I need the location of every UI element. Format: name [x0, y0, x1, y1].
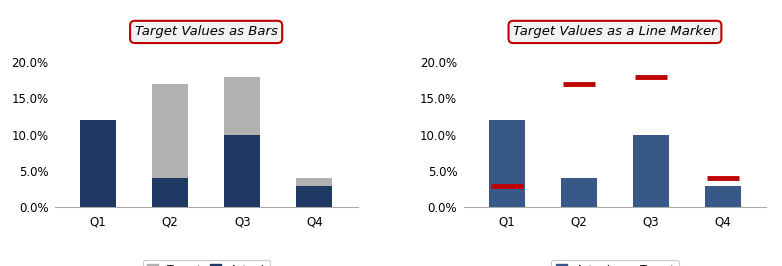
Bar — [80, 120, 116, 207]
Bar — [296, 178, 332, 207]
Bar — [224, 135, 260, 207]
Text: Target Values as Bars: Target Values as Bars — [135, 26, 278, 38]
Bar — [224, 77, 260, 207]
Bar — [80, 186, 116, 207]
Legend: Actual, Target: Actual, Target — [551, 260, 679, 266]
Bar — [152, 84, 188, 207]
Bar — [705, 186, 741, 207]
Bar — [489, 120, 525, 207]
Bar — [633, 135, 669, 207]
Text: Target Values as a Line Marker: Target Values as a Line Marker — [513, 26, 717, 38]
Bar — [296, 186, 332, 207]
Bar — [152, 178, 188, 207]
Bar — [561, 178, 597, 207]
Legend: Target, Actual: Target, Actual — [142, 260, 270, 266]
